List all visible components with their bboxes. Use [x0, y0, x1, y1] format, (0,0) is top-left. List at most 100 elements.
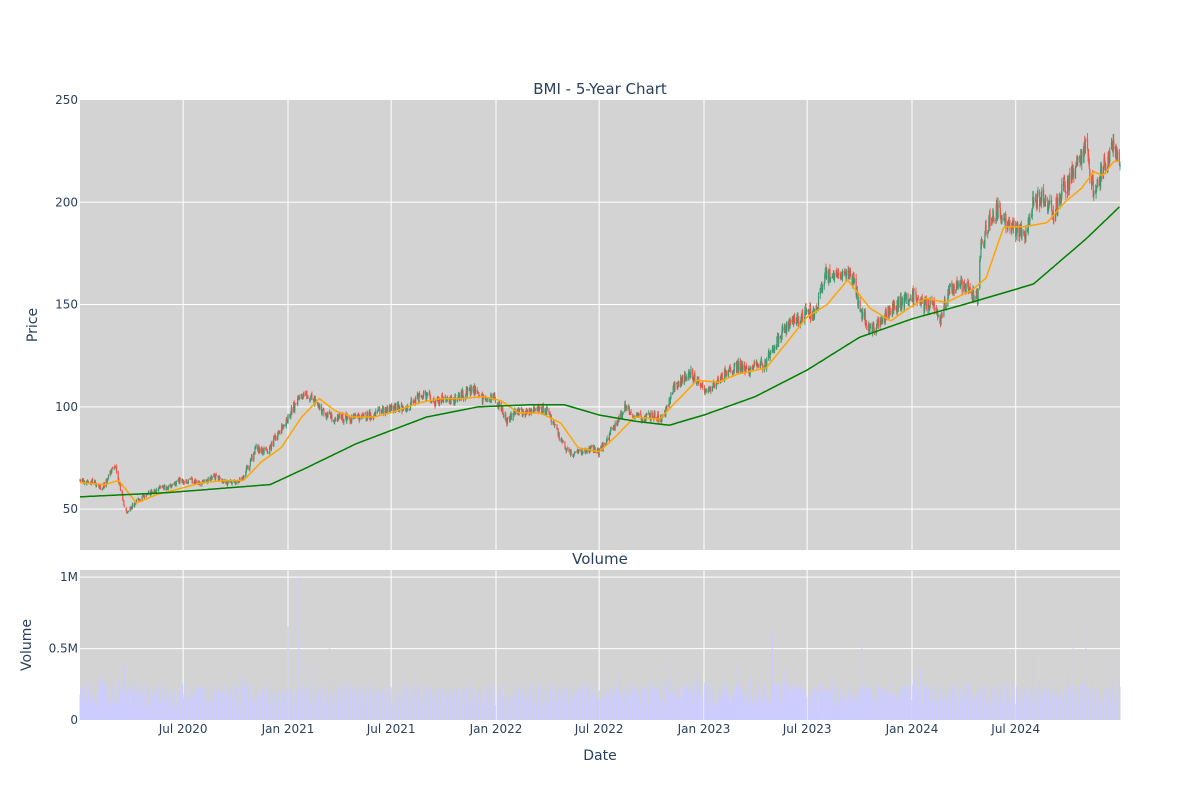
candle-body [1037, 191, 1038, 194]
candle-body [132, 504, 133, 509]
candlestick [997, 198, 998, 219]
candlestick [575, 451, 576, 453]
candle-body [397, 403, 398, 410]
candlestick [670, 392, 671, 400]
candle-body [730, 370, 731, 372]
candle-body [971, 291, 972, 296]
x-tick-label: Jul 2020 [158, 722, 208, 736]
candlestick [132, 502, 133, 509]
candle-body [511, 414, 512, 419]
candlestick [116, 464, 117, 474]
candle-body [607, 438, 608, 441]
candlestick [172, 484, 173, 486]
candle-body [499, 401, 500, 403]
candlestick [271, 440, 272, 446]
candlestick [184, 481, 185, 484]
candlestick [786, 321, 787, 334]
candlestick [706, 388, 707, 393]
candle-body [726, 371, 727, 376]
candlestick [954, 283, 955, 296]
candlestick [567, 446, 568, 450]
candlestick [838, 268, 839, 279]
candlestick [942, 313, 943, 319]
candle-body [794, 317, 795, 323]
candle-body [565, 449, 566, 450]
candle-body [564, 442, 565, 448]
candle-body [690, 369, 691, 374]
candle-body [339, 414, 340, 419]
candlestick [654, 411, 655, 419]
candle-body [80, 480, 81, 482]
candle-body [958, 282, 959, 288]
candle-body [943, 307, 944, 316]
candle-body [375, 411, 376, 414]
candlestick [1021, 229, 1022, 241]
candle-body [555, 425, 556, 426]
candle-body [462, 391, 463, 396]
candlestick [790, 319, 791, 325]
candlestick [818, 292, 819, 311]
candle-body [981, 239, 982, 244]
candle-body [984, 233, 985, 245]
candlestick [734, 363, 735, 367]
candle-body [124, 505, 125, 506]
candlestick [471, 385, 472, 394]
candle-body [327, 412, 328, 417]
candle-body [180, 478, 181, 479]
candlestick [802, 309, 803, 323]
candle-body [1041, 189, 1042, 197]
price-y-tick-label: 150 [55, 298, 78, 312]
candle-body [918, 297, 919, 298]
candle-body [427, 395, 428, 396]
candle-body [949, 286, 950, 294]
candle-body [172, 485, 173, 486]
volume-y-tick-label: 1M [60, 570, 78, 584]
candle-body [640, 412, 641, 415]
candlestick [563, 440, 564, 443]
candlestick [196, 479, 197, 483]
candlestick [938, 314, 939, 318]
candlestick [249, 466, 250, 472]
candle-body [491, 394, 492, 400]
candlestick [427, 393, 428, 396]
candlestick [164, 484, 165, 490]
candlestick [754, 361, 755, 366]
candlestick [846, 269, 847, 279]
candlestick [531, 408, 532, 416]
candlestick [666, 405, 667, 410]
candle-body [571, 451, 572, 454]
candle-body [854, 279, 855, 283]
candle-body [271, 441, 272, 446]
candlestick [842, 269, 843, 282]
candle-body [275, 437, 276, 440]
candle-body [890, 311, 891, 312]
candlestick [319, 403, 320, 411]
candle-body [503, 414, 504, 417]
candle-body [774, 346, 775, 350]
candlestick [291, 407, 292, 415]
candle-body [567, 448, 568, 449]
candle-body [188, 479, 189, 482]
candlestick [507, 417, 508, 426]
candle-body [363, 414, 364, 416]
x-tick-label: Jul 2024 [990, 722, 1040, 736]
candle-body [913, 290, 914, 304]
candle-body [419, 393, 420, 396]
candlestick [950, 283, 951, 287]
candle-body [458, 395, 459, 398]
candle-body [168, 486, 169, 489]
candlestick [674, 381, 675, 392]
candlestick [559, 432, 560, 441]
candle-body [926, 298, 927, 309]
candlestick [906, 293, 907, 304]
candle-body [439, 399, 440, 405]
candle-body [798, 316, 799, 324]
candlestick [638, 413, 639, 417]
candle-body [323, 409, 324, 414]
x-tick-label: Jan 2023 [677, 722, 731, 736]
candle-body [950, 284, 951, 287]
candle-body [838, 272, 839, 274]
candle-body [869, 329, 870, 332]
